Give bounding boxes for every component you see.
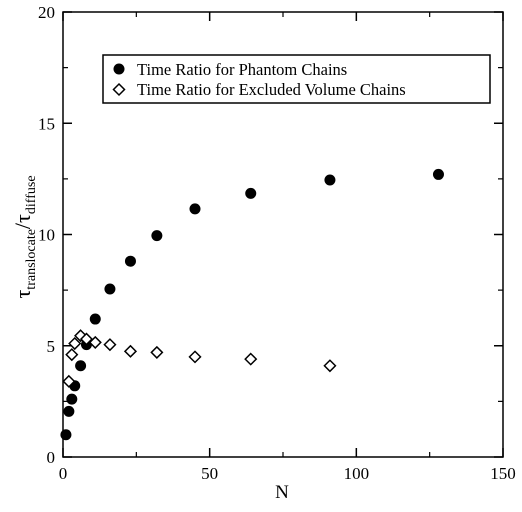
phantom-chain-point	[151, 230, 163, 242]
legend-box	[102, 54, 491, 104]
legend: Time Ratio for Phantom Chains Time Ratio…	[102, 54, 491, 104]
legend-label-excluded: Time Ratio for Excluded Volume Chains	[137, 80, 406, 99]
y-tick-label: 10	[38, 226, 55, 245]
phantom-chain-point	[245, 187, 257, 199]
y-tick-label: 0	[47, 448, 56, 467]
phantom-chain-point	[89, 313, 101, 325]
y-axis-sub-translocate: translocate	[24, 229, 39, 290]
x-tick-label: 50	[201, 464, 218, 483]
legend-marker-excluded	[112, 82, 126, 97]
x-tick-label: 0	[59, 464, 68, 483]
excluded-volume-point	[103, 338, 117, 352]
axis-ticks	[62, 11, 504, 458]
excluded-volume-point	[244, 352, 258, 366]
excluded-volume-point	[150, 345, 164, 359]
y-tick-label: 15	[38, 114, 55, 133]
legend-label-phantom: Time Ratio for Phantom Chains	[137, 60, 347, 79]
phantom-chain-point	[75, 360, 87, 372]
excluded-volume-point	[68, 336, 82, 351]
phantom-chain-point	[432, 168, 444, 180]
excluded-volume-point	[323, 359, 337, 373]
phantom-chain-point	[104, 283, 116, 295]
phantom-chain-point	[324, 174, 336, 186]
phantom-chain-point	[63, 405, 75, 417]
x-axis-label: N	[275, 482, 289, 503]
excluded-volume-point	[62, 374, 76, 388]
phantom-chain-point	[124, 255, 136, 267]
y-tick-label: 5	[47, 337, 56, 356]
x-tick-label: 100	[344, 464, 370, 483]
excluded-volume-point	[123, 344, 138, 358]
excluded-volume-point	[65, 348, 79, 362]
y-axis-sub-diffuse: diffuse	[24, 175, 39, 214]
phantom-chain-point	[60, 429, 72, 441]
legend-marker-phantom	[113, 63, 125, 75]
y-axis-sep: /	[10, 222, 35, 229]
x-tick-label: 150	[490, 464, 516, 483]
excluded-volume-point	[188, 350, 202, 364]
tick-labels: 0 50 100 150 0 5 10 15 20	[38, 3, 516, 483]
excluded-volume-point	[88, 335, 102, 349]
y-tick-label: 20	[38, 3, 55, 22]
data-markers	[60, 168, 444, 441]
excluded-volume-point	[79, 332, 94, 346]
phantom-chain-point	[189, 203, 201, 215]
y-axis-tau-2: τ	[10, 214, 35, 223]
y-axis-tau-1: τ	[10, 290, 35, 299]
phantom-chain-point	[66, 393, 78, 405]
y-axis-label: τtranslocate/τdiffuse	[10, 175, 39, 298]
